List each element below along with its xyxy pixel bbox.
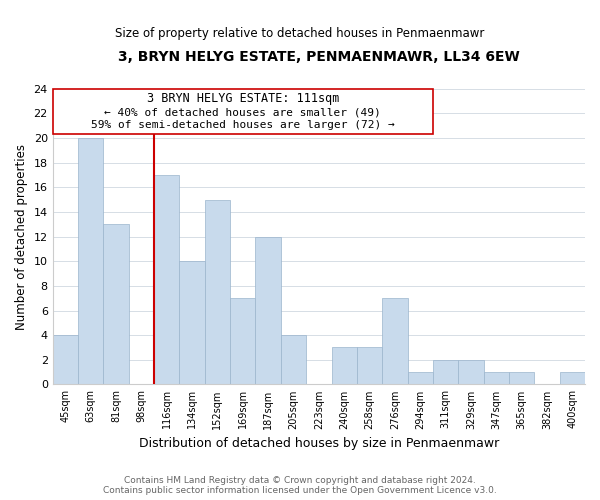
Y-axis label: Number of detached properties: Number of detached properties bbox=[15, 144, 28, 330]
Bar bbox=[407, 372, 433, 384]
Bar bbox=[357, 348, 382, 385]
Bar bbox=[382, 298, 407, 384]
Bar bbox=[78, 138, 103, 384]
Bar bbox=[458, 360, 484, 384]
Text: 59% of semi-detached houses are larger (72) →: 59% of semi-detached houses are larger (… bbox=[91, 120, 395, 130]
X-axis label: Distribution of detached houses by size in Penmaenmawr: Distribution of detached houses by size … bbox=[139, 437, 499, 450]
Bar bbox=[332, 348, 357, 385]
Title: 3, BRYN HELYG ESTATE, PENMAENMAWR, LL34 6EW: 3, BRYN HELYG ESTATE, PENMAENMAWR, LL34 … bbox=[118, 50, 520, 64]
Bar bbox=[179, 261, 205, 384]
Bar bbox=[205, 200, 230, 384]
Bar bbox=[256, 236, 281, 384]
Bar bbox=[281, 335, 306, 384]
Bar bbox=[484, 372, 509, 384]
Bar bbox=[53, 89, 433, 134]
Bar bbox=[53, 335, 78, 384]
Text: 3 BRYN HELYG ESTATE: 111sqm: 3 BRYN HELYG ESTATE: 111sqm bbox=[146, 92, 339, 105]
Bar bbox=[560, 372, 585, 384]
Text: Contains HM Land Registry data © Crown copyright and database right 2024.
Contai: Contains HM Land Registry data © Crown c… bbox=[103, 476, 497, 495]
Bar bbox=[103, 224, 129, 384]
Bar bbox=[154, 175, 179, 384]
Bar bbox=[509, 372, 535, 384]
Text: ← 40% of detached houses are smaller (49): ← 40% of detached houses are smaller (49… bbox=[104, 107, 381, 117]
Text: Size of property relative to detached houses in Penmaenmawr: Size of property relative to detached ho… bbox=[115, 28, 485, 40]
Bar bbox=[230, 298, 256, 384]
Bar bbox=[433, 360, 458, 384]
